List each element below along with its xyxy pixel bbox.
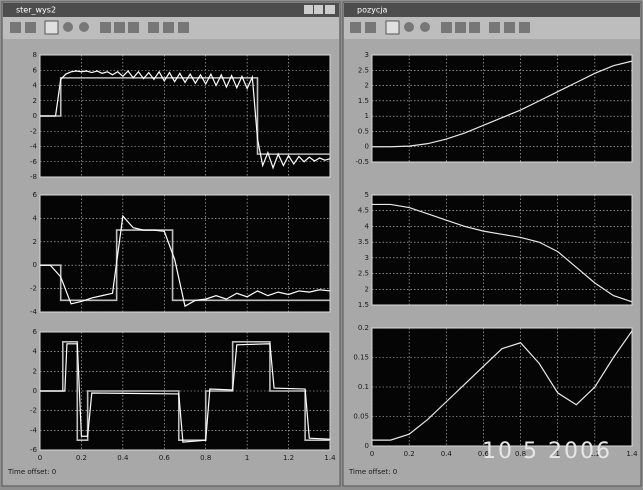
x-tick-label: 0 — [370, 450, 374, 458]
x-tick-label: 0.4 — [117, 454, 129, 462]
y-tick-label: 2 — [365, 285, 369, 293]
y-tick-label: -6 — [30, 158, 38, 166]
x-tick-label: 1 — [245, 454, 249, 462]
x-tick-label: 0.2 — [404, 450, 415, 458]
y-tick-label: 4 — [33, 348, 38, 356]
y-tick-label: -4 — [30, 143, 38, 151]
scope-windows: ster_wys2 Time offset: 0 pozycja Time of… — [0, 0, 643, 490]
y-tick-label: -4 — [30, 426, 38, 434]
photo-date-stamp: 10 5 2006 — [482, 439, 612, 464]
y-tick-label: 0 — [33, 112, 37, 120]
y-tick-label: 0.2 — [358, 324, 369, 332]
x-tick-label: 0.6 — [159, 454, 171, 462]
y-tick-label: 2 — [33, 367, 37, 375]
y-tick-label: 8 — [33, 51, 37, 59]
y-tick-label: 6 — [33, 66, 38, 74]
y-tick-label: -2 — [30, 285, 37, 293]
x-tick-label: 1.4 — [324, 454, 336, 462]
y-tick-label: 0.05 — [353, 413, 369, 421]
y-tick-label: 2 — [365, 82, 369, 90]
y-tick-label: 0.15 — [353, 354, 369, 362]
x-tick-label: 1.4 — [626, 450, 638, 458]
x-tick-label: 1.2 — [283, 454, 294, 462]
status-bar: Time offset: 0 — [7, 468, 56, 476]
y-tick-label: 1.5 — [358, 97, 369, 105]
plot-area — [372, 195, 632, 305]
x-tick-label: 0.2 — [76, 454, 87, 462]
y-tick-label: 6 — [33, 191, 38, 199]
y-tick-label: 0.5 — [358, 127, 369, 135]
y-tick-label: 2 — [33, 97, 37, 105]
y-tick-label: 6 — [33, 328, 38, 336]
window-buttons[interactable] — [304, 5, 335, 14]
title-bar — [344, 3, 640, 17]
y-tick-label: 4.5 — [358, 207, 369, 215]
y-tick-label: 5 — [365, 191, 369, 199]
y-tick-label: -8 — [30, 173, 37, 181]
y-tick-label: 4 — [33, 82, 38, 90]
window-title: ster_wys2 — [16, 6, 56, 15]
screen-photo: ster_wys2 Time offset: 0 pozycja Time of… — [0, 0, 643, 490]
y-tick-label: 2.5 — [358, 66, 369, 74]
x-tick-label: 0.4 — [441, 450, 453, 458]
y-tick-label: -2 — [30, 407, 37, 415]
y-tick-label: 0 — [365, 442, 369, 450]
y-tick-label: 1.5 — [358, 301, 369, 309]
y-tick-label: 4 — [33, 214, 38, 222]
y-tick-label: -6 — [30, 446, 38, 454]
y-tick-label: 0 — [33, 387, 37, 395]
window-title: pozycja — [357, 6, 388, 15]
y-tick-label: 0 — [365, 143, 369, 151]
y-tick-label: -2 — [30, 127, 37, 135]
y-tick-label: 1 — [365, 112, 369, 120]
y-tick-label: 3 — [365, 51, 369, 59]
x-tick-label: 0.8 — [200, 454, 211, 462]
x-tick-label: 0 — [38, 454, 42, 462]
y-tick-label: 4 — [365, 222, 370, 230]
y-tick-label: -0.5 — [355, 158, 369, 166]
y-tick-label: 3.5 — [358, 238, 369, 246]
y-tick-label: -4 — [30, 308, 38, 316]
y-tick-label: 0 — [33, 261, 37, 269]
y-tick-label: 2.5 — [358, 270, 369, 278]
status-bar: Time offset: 0 — [348, 468, 397, 476]
y-tick-label: 0.1 — [358, 383, 369, 391]
y-tick-label: 3 — [365, 254, 369, 262]
y-tick-label: 2 — [33, 238, 37, 246]
